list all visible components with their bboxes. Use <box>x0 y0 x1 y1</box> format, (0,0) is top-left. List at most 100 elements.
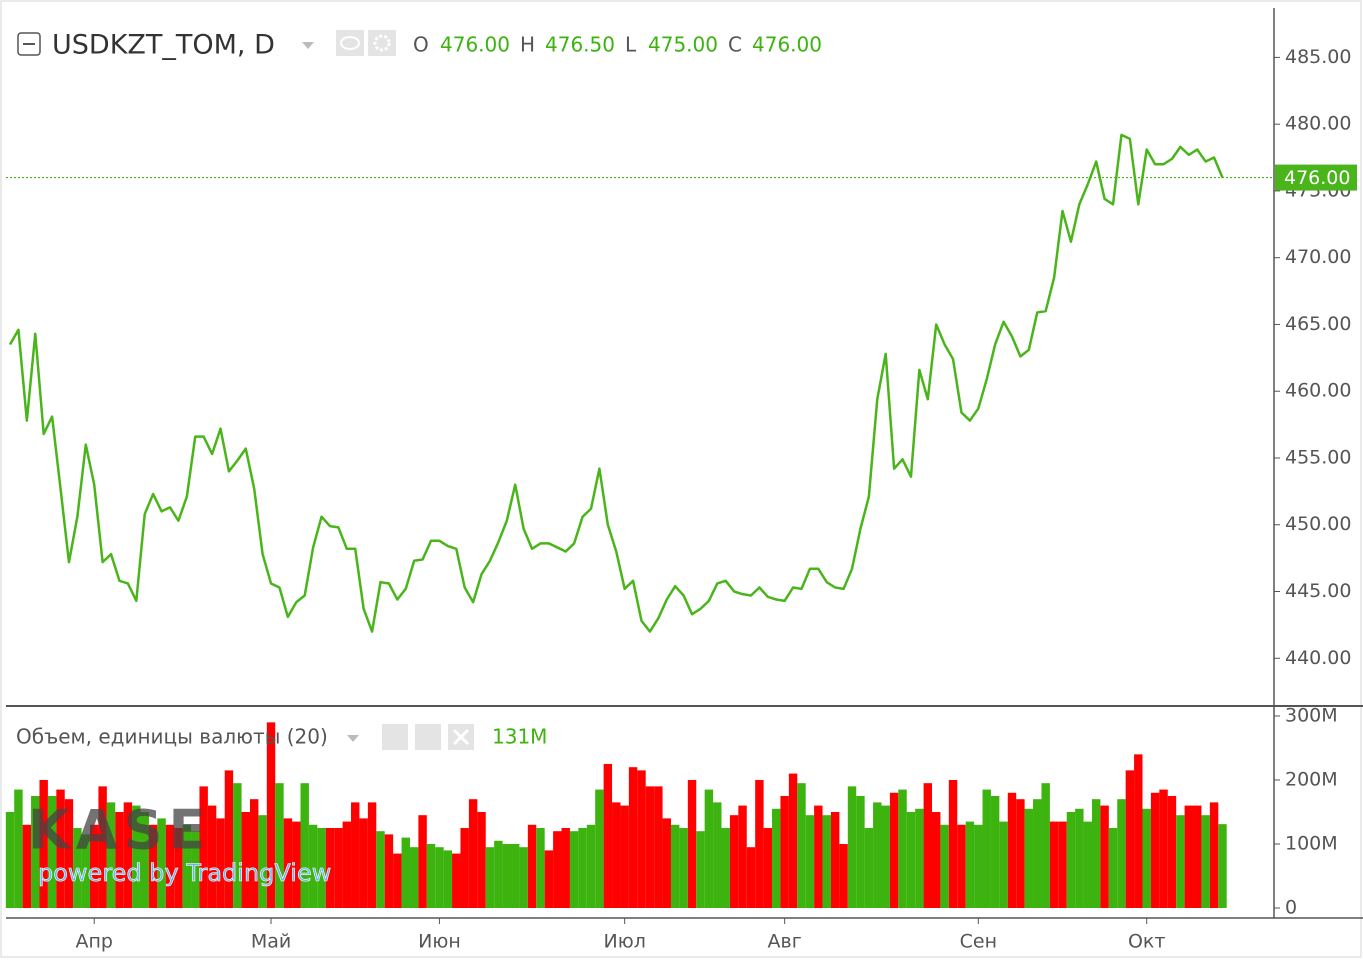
volume-bar <box>814 805 823 908</box>
volume-bar <box>1083 821 1092 908</box>
volume-bar <box>73 827 82 908</box>
volume-bar <box>847 786 857 908</box>
ohlc-key: C <box>728 33 742 57</box>
volume-bar <box>418 815 427 908</box>
y-tick-label: 0 <box>1285 897 1297 919</box>
volume-bar <box>704 789 714 908</box>
volume-bar <box>199 786 208 908</box>
watermark-logo: KASE <box>28 799 211 862</box>
volume-bar <box>780 795 789 908</box>
volume-bar <box>207 805 217 908</box>
ohlc-value: 476.00 <box>752 33 822 57</box>
volume-bar <box>772 808 781 908</box>
volume-bar <box>612 802 621 908</box>
volume-bar <box>401 837 410 908</box>
volume-bar <box>317 827 326 908</box>
volume-bar <box>1108 827 1118 908</box>
volume-bar <box>527 824 537 908</box>
volume-bar <box>1091 799 1101 908</box>
x-tick-label: Окт <box>1128 931 1166 953</box>
volume-bar <box>90 824 99 908</box>
y-tick-label: 445.00 <box>1285 580 1351 602</box>
volume-bar <box>603 763 613 908</box>
volume-bar <box>797 783 806 908</box>
y-tick-label: 450.00 <box>1285 513 1351 535</box>
volume-bar <box>1075 808 1084 908</box>
volume-bar <box>873 802 882 908</box>
volume-bar <box>308 824 318 908</box>
volume-bar <box>31 795 40 908</box>
symbol-title: USDKZT_TOM, D <box>52 30 275 61</box>
volume-bar <box>965 821 975 908</box>
volume-bar <box>755 779 764 908</box>
volume-visibility-button[interactable] <box>382 724 408 750</box>
mark-layer <box>5 133 1274 908</box>
volume-bar <box>511 843 520 908</box>
volume-bar <box>292 821 301 908</box>
volume-bar <box>5 811 15 908</box>
volume-bar <box>974 824 983 908</box>
volume-bar <box>325 827 335 908</box>
volume-bar <box>477 811 486 908</box>
volume-bar <box>729 815 739 908</box>
settings-button[interactable] <box>368 30 396 56</box>
ohlc-value: 476.00 <box>440 33 510 57</box>
volume-bar <box>367 802 377 908</box>
remove-icon <box>452 728 470 746</box>
volume-bar <box>536 827 545 908</box>
volume-bar <box>165 824 175 908</box>
volume-bar <box>39 779 48 908</box>
volume-bar <box>915 808 924 908</box>
volume-bar <box>485 847 495 908</box>
volume-bar <box>359 818 368 908</box>
y-tick-label: 455.00 <box>1285 446 1351 468</box>
volume-bar <box>1049 821 1059 908</box>
volume-bar <box>696 831 705 908</box>
volume-bar <box>1167 795 1177 908</box>
volume-bar <box>856 795 865 908</box>
volume-bar <box>519 847 528 908</box>
volume-bar <box>553 831 562 908</box>
volume-bar <box>1193 805 1202 908</box>
volume-bar <box>174 827 183 908</box>
volume-bar <box>14 789 23 908</box>
ohlc-value: 475.00 <box>648 33 718 57</box>
volume-bar <box>654 786 663 908</box>
volume-legend-value: 131M <box>492 725 547 749</box>
volume-dropdown[interactable] <box>347 735 359 742</box>
volume-settings-button[interactable] <box>415 724 441 750</box>
y-tick-label: 300M <box>1285 704 1338 726</box>
volume-bar <box>1117 799 1126 908</box>
volume-bar <box>435 847 444 908</box>
volume-bar <box>1142 808 1151 908</box>
volume-bar <box>123 802 133 908</box>
volume-bar <box>106 802 116 908</box>
volume-bar <box>334 827 343 908</box>
x-tick-label: Май <box>251 931 291 953</box>
y-tick-label: 485.00 <box>1285 46 1351 68</box>
volume-bar <box>1209 802 1219 908</box>
volume-bar <box>1100 805 1109 908</box>
volume-bar <box>140 811 149 908</box>
volume-bar <box>56 789 65 908</box>
y-tick-label: 465.00 <box>1285 313 1351 335</box>
volume-bar <box>275 783 284 908</box>
volume-bar <box>746 847 756 908</box>
volume-bar <box>889 792 899 908</box>
volume-bar <box>64 799 74 908</box>
x-tick-label: Авг <box>768 931 802 953</box>
volume-bar <box>258 815 267 908</box>
watermark-credit: powered by TradingView <box>38 859 331 887</box>
ohlc-key: O <box>413 33 429 57</box>
symbol-dropdown[interactable] <box>302 42 314 49</box>
volume-bar <box>47 795 57 908</box>
volume-bar <box>628 767 638 908</box>
volume-bar <box>494 840 503 908</box>
volume-bar <box>1201 815 1210 908</box>
y-tick-label: 470.00 <box>1285 246 1351 268</box>
volume-bar <box>157 818 166 908</box>
volume-bar <box>351 802 360 908</box>
volume-bar <box>115 811 124 908</box>
volume-bar <box>544 850 554 908</box>
